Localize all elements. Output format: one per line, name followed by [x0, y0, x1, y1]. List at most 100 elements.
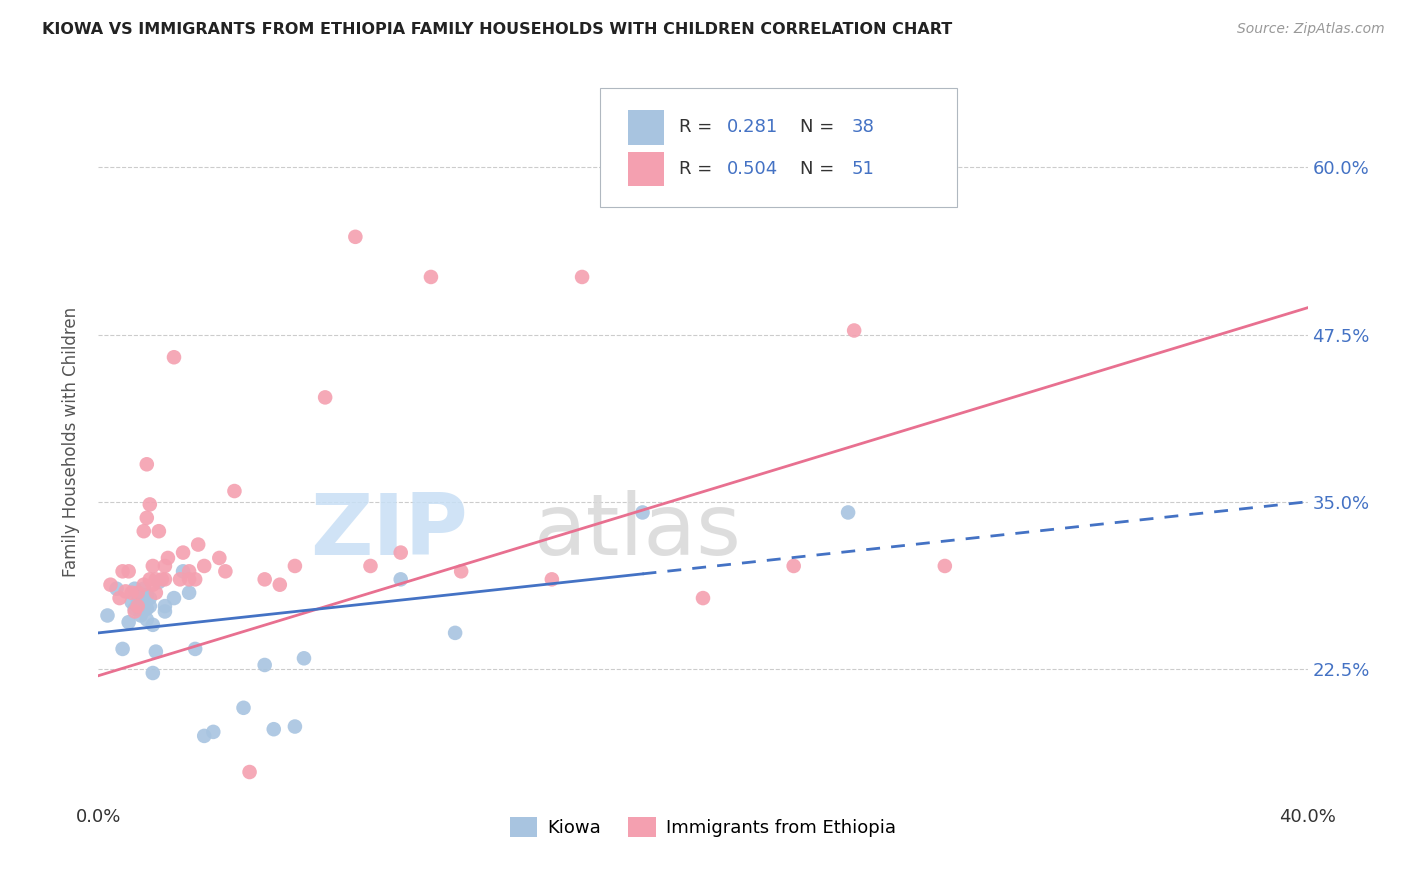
Point	[783, 558, 806, 574]
Point	[179, 573, 201, 587]
Point	[934, 558, 956, 574]
Point	[127, 586, 149, 600]
FancyBboxPatch shape	[600, 87, 957, 207]
Point	[844, 324, 866, 338]
Point	[163, 591, 186, 605]
Point	[108, 591, 131, 605]
Point	[145, 644, 167, 658]
Point	[135, 612, 157, 626]
Point	[420, 269, 443, 284]
Point	[284, 719, 307, 733]
Point	[193, 729, 215, 743]
Point	[450, 565, 472, 579]
Point	[124, 601, 146, 615]
Point	[124, 582, 146, 596]
FancyBboxPatch shape	[628, 110, 664, 145]
Point	[187, 537, 209, 551]
Text: KIOWA VS IMMIGRANTS FROM ETHIOPIA FAMILY HOUSEHOLDS WITH CHILDREN CORRELATION CH: KIOWA VS IMMIGRANTS FROM ETHIOPIA FAMILY…	[42, 22, 952, 37]
Point	[202, 724, 225, 739]
Point	[142, 578, 165, 592]
Point	[184, 573, 207, 587]
Text: R =: R =	[679, 161, 718, 178]
Text: 0.504: 0.504	[727, 161, 779, 178]
Point	[184, 642, 207, 657]
Text: N =: N =	[800, 161, 839, 178]
Point	[169, 573, 191, 587]
Point	[292, 651, 315, 665]
Point	[571, 269, 593, 284]
Point	[163, 351, 186, 365]
Point	[344, 230, 367, 244]
Point	[172, 545, 194, 560]
Point	[135, 457, 157, 471]
Point	[269, 578, 291, 592]
Point	[142, 617, 165, 632]
Point	[129, 601, 152, 615]
Point	[153, 558, 176, 574]
Legend: Kiowa, Immigrants from Ethiopia: Kiowa, Immigrants from Ethiopia	[502, 810, 904, 845]
Point	[253, 658, 276, 673]
Point	[96, 608, 118, 623]
Text: Source: ZipAtlas.com: Source: ZipAtlas.com	[1237, 22, 1385, 37]
Point	[631, 505, 654, 519]
Point	[145, 573, 167, 587]
Point	[139, 498, 162, 512]
Point	[837, 505, 859, 519]
Point	[239, 765, 262, 780]
Point	[132, 524, 155, 538]
Text: atlas: atlas	[534, 491, 742, 574]
Text: 38: 38	[852, 119, 875, 136]
Point	[118, 615, 141, 630]
Point	[127, 595, 149, 609]
Point	[540, 573, 562, 587]
Point	[100, 578, 122, 592]
Point	[232, 701, 254, 715]
Point	[148, 575, 170, 590]
Point	[121, 595, 143, 609]
Point	[193, 558, 215, 574]
Point	[179, 586, 201, 600]
Point	[389, 573, 412, 587]
Point	[360, 558, 382, 574]
Point	[135, 510, 157, 524]
Point	[135, 601, 157, 615]
Point	[121, 586, 143, 600]
Point	[389, 545, 412, 560]
Text: ZIP: ZIP	[311, 491, 468, 574]
Point	[253, 573, 276, 587]
Point	[105, 582, 128, 596]
Point	[153, 599, 176, 614]
Point	[284, 558, 307, 574]
Point	[148, 524, 170, 538]
Point	[124, 605, 146, 619]
Point	[692, 591, 714, 605]
Point	[263, 723, 285, 737]
Point	[132, 582, 155, 596]
Point	[139, 591, 162, 605]
Text: N =: N =	[800, 119, 839, 136]
Point	[142, 558, 165, 574]
Point	[132, 578, 155, 592]
Point	[132, 591, 155, 605]
Point	[139, 573, 162, 587]
Point	[135, 589, 157, 603]
Point	[314, 391, 336, 405]
Point	[145, 586, 167, 600]
Point	[114, 584, 136, 599]
Point	[127, 599, 149, 614]
Point	[142, 665, 165, 680]
Point	[139, 599, 162, 614]
Point	[153, 605, 176, 619]
FancyBboxPatch shape	[628, 152, 664, 186]
Point	[179, 565, 201, 579]
Point	[129, 608, 152, 623]
Y-axis label: Family Households with Children: Family Households with Children	[62, 307, 80, 576]
Point	[214, 565, 236, 579]
Point	[156, 551, 179, 566]
Point	[153, 573, 176, 587]
Text: 51: 51	[852, 161, 875, 178]
Point	[444, 626, 467, 640]
Point	[172, 565, 194, 579]
Text: 0.281: 0.281	[727, 119, 779, 136]
Point	[111, 565, 134, 579]
